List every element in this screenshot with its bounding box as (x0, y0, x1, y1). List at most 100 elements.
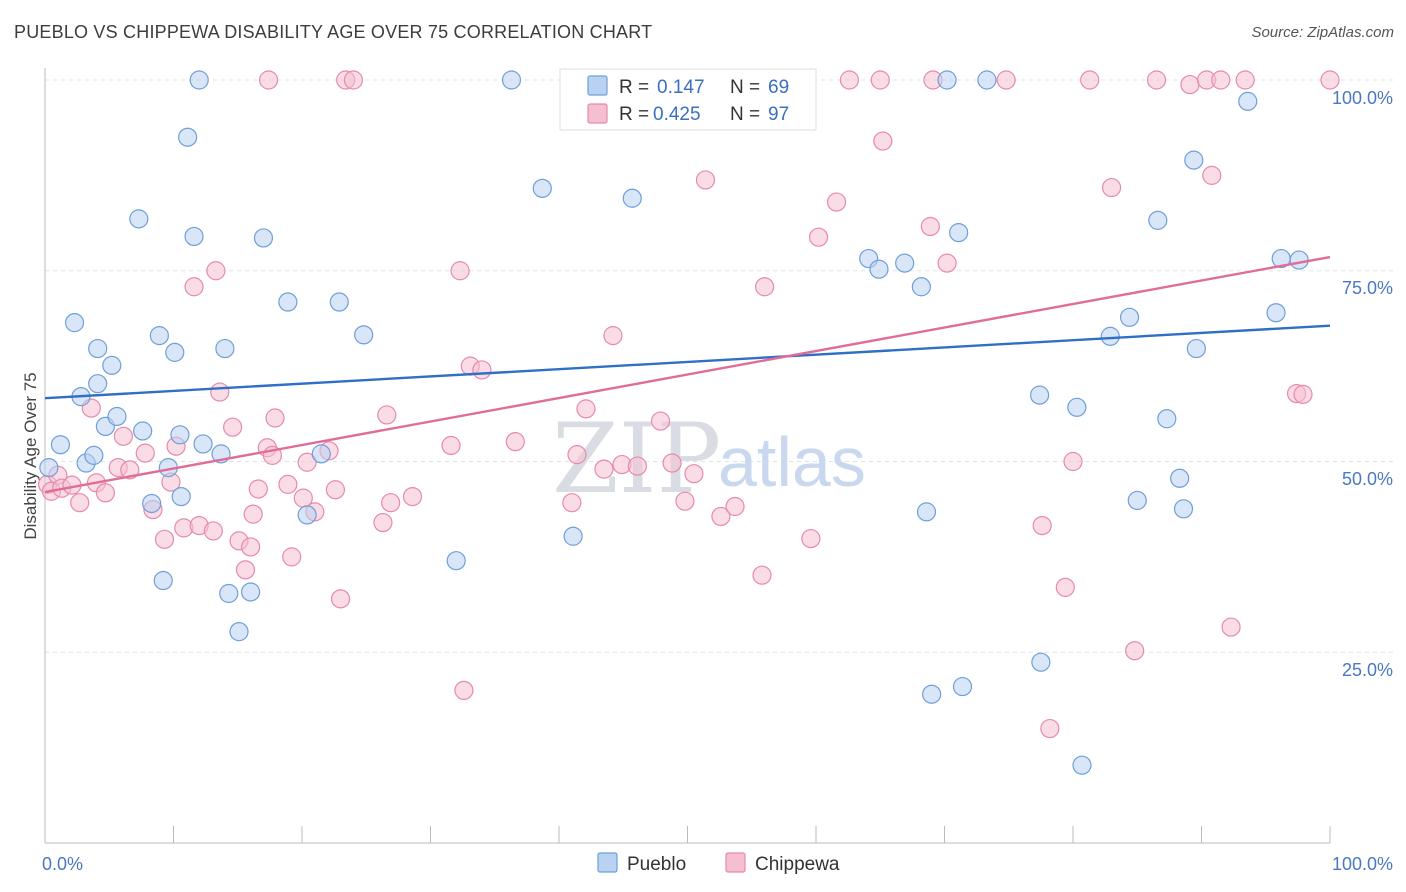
point-chippewa (402, 486, 423, 507)
bottom-legend-swatch-pueblo (597, 852, 618, 873)
point-pueblo (1266, 303, 1286, 323)
legend-r-value-chippewa: 0.425 (653, 104, 701, 125)
point-chippewa (1180, 74, 1200, 95)
point-pueblo (229, 622, 249, 642)
point-chippewa (839, 70, 860, 90)
point-pueblo (949, 223, 969, 243)
point-pueblo (184, 226, 204, 247)
x-tick-label-max: 100.0% (1332, 854, 1393, 874)
legend-n-value-chippewa: 97 (768, 104, 789, 125)
point-chippewa (1032, 515, 1052, 536)
point-chippewa (675, 491, 695, 511)
point-chippewa (505, 432, 525, 452)
y-tick-label-50: 50.0% (1342, 469, 1393, 489)
bottom-legend-label-chippewa: Chippewa (755, 854, 840, 875)
trend-lines (44, 255, 1331, 494)
point-pueblo (88, 338, 108, 359)
point-chippewa (330, 589, 351, 609)
axes (44, 68, 1331, 844)
point-chippewa (265, 408, 285, 428)
point-chippewa (752, 565, 772, 585)
point-chippewa (1146, 70, 1167, 90)
point-chippewa (1040, 718, 1060, 739)
point-pueblo (253, 228, 274, 248)
point-chippewa (684, 464, 704, 484)
point-pueblo (311, 444, 331, 464)
point-pueblo (170, 425, 190, 445)
point-pueblo (50, 435, 71, 455)
legend-swatch-chippewa (587, 103, 608, 124)
point-pueblo (189, 70, 209, 90)
point-pueblo (133, 421, 153, 441)
point-chippewa (603, 326, 623, 346)
point-chippewa (920, 216, 940, 237)
x-tick-label-min: 0.0% (42, 854, 83, 874)
point-pueblo (241, 582, 261, 602)
legend-n-label-pueblo: N = (730, 77, 760, 98)
chart-title: PUEBLO VS CHIPPEWA DISABILITY AGE OVER 7… (14, 22, 653, 42)
point-chippewa (567, 445, 587, 465)
point-chippewa (184, 277, 204, 297)
y-tick-label-75: 75.0% (1342, 278, 1393, 298)
legend-r-label-chippewa: R = (619, 104, 649, 125)
point-chippewa (1055, 577, 1075, 597)
point-pueblo (1289, 250, 1309, 270)
point-chippewa (870, 70, 890, 90)
point-chippewa (1202, 165, 1222, 185)
point-pueblo (64, 313, 85, 333)
point-pueblo (165, 342, 185, 362)
point-chippewa (1101, 177, 1122, 198)
point-pueblo (1148, 210, 1168, 230)
point-pueblo (107, 406, 127, 427)
legend-swatch-pueblo (587, 75, 608, 96)
point-chippewa (241, 537, 261, 557)
watermark-atlas: atlas (718, 423, 866, 501)
point-chippewa (120, 460, 140, 480)
legend-r-label-pueblo: R = (619, 77, 649, 98)
point-pueblo (153, 570, 173, 591)
point-chippewa (203, 521, 223, 541)
point-pueblo (1119, 307, 1140, 327)
point-chippewa (662, 453, 682, 473)
point-pueblo (1031, 652, 1051, 672)
point-pueblo (149, 326, 169, 346)
point-chippewa (826, 192, 847, 212)
point-pueblo (1184, 150, 1204, 170)
point-pueblo (1170, 468, 1190, 488)
point-pueblo (219, 583, 239, 604)
point-chippewa (627, 456, 647, 476)
point-pueblo (178, 127, 198, 147)
point-pueblo (102, 355, 122, 375)
point-chippewa (996, 70, 1016, 90)
point-chippewa (154, 529, 175, 549)
point-pueblo (563, 526, 583, 546)
point-pueblo (1072, 755, 1092, 775)
point-pueblo (278, 292, 298, 312)
point-pueblo (446, 551, 466, 571)
watermark: ZIP atlas (552, 403, 866, 515)
point-chippewa (937, 253, 957, 273)
point-pueblo (129, 209, 149, 229)
legend-r-value-pueblo: 0.147 (657, 77, 705, 98)
y-tick-label-100: 100.0% (1332, 88, 1393, 108)
point-chippewa (1293, 384, 1313, 404)
point-pueblo (895, 253, 915, 273)
point-chippewa (343, 70, 363, 90)
trend-line-chippewa (44, 255, 1331, 494)
point-pueblo (532, 178, 552, 198)
point-chippewa (70, 493, 90, 513)
point-chippewa (113, 426, 133, 446)
point-chippewa (206, 261, 226, 281)
point-chippewa (808, 227, 829, 247)
source-note: Source: ZipAtlas.com (1251, 24, 1394, 41)
point-chippewa (441, 435, 461, 456)
point-pueblo (911, 277, 931, 297)
point-chippewa (223, 417, 243, 437)
point-pueblo (193, 434, 213, 454)
point-chippewa (243, 504, 263, 524)
point-pueblo (297, 505, 317, 525)
point-pueblo (1186, 338, 1206, 359)
point-pueblo (916, 502, 937, 522)
point-chippewa (754, 277, 775, 297)
